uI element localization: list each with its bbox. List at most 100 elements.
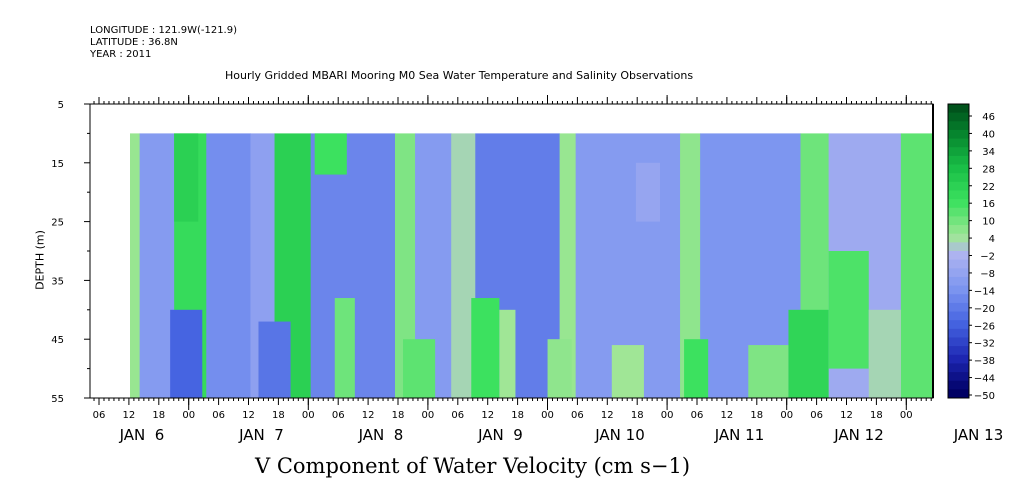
x-hour-label-10: 18 — [392, 410, 405, 421]
colorbar-cell-4 — [948, 138, 969, 148]
colorbar-label-9: −8 — [980, 269, 995, 280]
x-hour-label-16: 06 — [571, 410, 584, 421]
x-hour-label-11: 00 — [422, 410, 435, 421]
colorbar-cell-14 — [948, 225, 969, 235]
colorbar-label-5: 16 — [982, 199, 995, 210]
colorbar-cell-9 — [948, 181, 969, 191]
heatmap-band-0 — [130, 133, 141, 398]
x-hour-label-26: 18 — [870, 410, 883, 421]
colorbar-label-3: 28 — [982, 164, 995, 175]
x-hour-label-2: 18 — [152, 410, 165, 421]
x-hour-label-5: 12 — [242, 410, 255, 421]
colorbar-label-1: 40 — [982, 129, 995, 140]
x-hour-label-24: 06 — [810, 410, 823, 421]
heatmap-band-7 — [394, 133, 416, 398]
x-hour-label-1: 12 — [123, 410, 136, 421]
heatmap-patch-14 — [868, 309, 901, 398]
colorbar-cell-25 — [948, 320, 969, 330]
colorbar-cell-30 — [948, 363, 969, 373]
colorbar-cell-32 — [948, 380, 969, 390]
colorbar-cell-26 — [948, 328, 969, 338]
longitude-label: LONGITUDE : 121.9W(-121.9) — [90, 25, 237, 36]
x-hour-label-17: 12 — [601, 410, 614, 421]
x-day-label-0: JAN 6 — [119, 426, 165, 444]
colorbar-label-14: −38 — [974, 356, 995, 367]
x-day-label-5: JAN 11 — [714, 426, 765, 444]
heatmap-patch-11 — [748, 345, 789, 398]
colorbar-cell-29 — [948, 354, 969, 364]
x-hour-label-7: 00 — [302, 410, 315, 421]
heatmap-patch-13 — [828, 251, 869, 369]
heatmap-patch-10 — [684, 339, 709, 398]
colorbar-label-8: −2 — [980, 252, 995, 263]
heatmap-patch-0 — [174, 133, 199, 222]
colorbar-label-13: −32 — [974, 339, 995, 350]
x-day-label-6: JAN 12 — [833, 426, 884, 444]
colorbar-cell-1 — [948, 112, 969, 122]
x-hour-label-6: 18 — [272, 410, 285, 421]
colorbar-label-0: 46 — [982, 112, 995, 123]
heatmap-band-1 — [139, 133, 175, 398]
colorbar-cell-19 — [948, 268, 969, 278]
colorbar-label-2: 34 — [982, 147, 995, 158]
x-hour-label-22: 18 — [750, 410, 763, 421]
x-hour-label-21: 12 — [721, 410, 734, 421]
colorbar-cell-5 — [948, 147, 969, 157]
x-day-label-1: JAN 7 — [238, 426, 284, 444]
colorbar-cell-16 — [948, 242, 969, 252]
x-hour-label-20: 06 — [691, 410, 704, 421]
x-day-label-3: JAN 9 — [477, 426, 523, 444]
colorbar-cell-28 — [948, 346, 969, 356]
y-tick-label-2: 25 — [51, 218, 64, 229]
heatmap-band-3 — [206, 133, 251, 398]
x-hour-label-3: 00 — [182, 410, 195, 421]
heatmap-patch-4 — [334, 298, 355, 398]
x-hour-label-27: 00 — [900, 410, 913, 421]
colorbar-cell-10 — [948, 190, 969, 200]
colorbar-cell-2 — [948, 121, 969, 131]
colorbar-label-16: −50 — [974, 391, 995, 402]
colorbar-label-7: 4 — [989, 234, 995, 245]
heatmap-band-11 — [559, 133, 577, 398]
colorbar-cell-20 — [948, 276, 969, 286]
y-tick-label-0: 5 — [58, 100, 64, 111]
latitude-label: LATITUDE : 36.8N — [90, 37, 178, 48]
heatmap-patch-8 — [547, 339, 572, 398]
colorbar-cell-24 — [948, 311, 969, 321]
colorbar-cell-6 — [948, 155, 969, 165]
x-hour-label-13: 12 — [481, 410, 494, 421]
x-hour-label-19: 00 — [661, 410, 674, 421]
heatmap-patch-15 — [635, 162, 660, 222]
heatmap-patch-7 — [499, 309, 516, 398]
heatmap-patch-6 — [471, 298, 500, 398]
colorbar-label-15: −44 — [974, 374, 995, 385]
x-day-label-4: JAN 10 — [594, 426, 645, 444]
x-hour-label-18: 18 — [631, 410, 644, 421]
year-label: YEAR : 2011 — [90, 49, 152, 60]
x-day-label-2: JAN 8 — [358, 426, 404, 444]
colorbar-cell-8 — [948, 173, 969, 183]
y-tick-label-1: 15 — [51, 159, 64, 170]
x-hour-label-23: 00 — [780, 410, 793, 421]
colorbar-cell-15 — [948, 233, 969, 243]
heatmap-patch-12 — [788, 309, 829, 398]
colorbar-cell-3 — [948, 129, 969, 139]
x-hour-label-25: 12 — [840, 410, 853, 421]
x-hour-label-15: 00 — [541, 410, 554, 421]
colorbar-label-6: 10 — [982, 217, 995, 228]
colorbar-label-4: 22 — [982, 182, 995, 193]
heatmap-patch-9 — [611, 345, 644, 398]
heatmap-band-17 — [900, 133, 934, 398]
x-hour-label-4: 06 — [212, 410, 225, 421]
heatmap-patch-5 — [403, 339, 436, 398]
y-tick-label-5: 55 — [51, 394, 64, 405]
x-hour-label-12: 06 — [451, 410, 464, 421]
colorbar-cell-11 — [948, 199, 969, 209]
colorbar-label-12: −26 — [974, 321, 995, 332]
colorbar-cell-7 — [948, 164, 969, 174]
x-hour-label-9: 12 — [362, 410, 375, 421]
colorbar-label-11: −20 — [974, 304, 995, 315]
colorbar-cell-23 — [948, 302, 969, 312]
x-hour-label-14: 18 — [511, 410, 524, 421]
chart-title: Hourly Gridded MBARI Mooring M0 Sea Wate… — [225, 69, 694, 82]
